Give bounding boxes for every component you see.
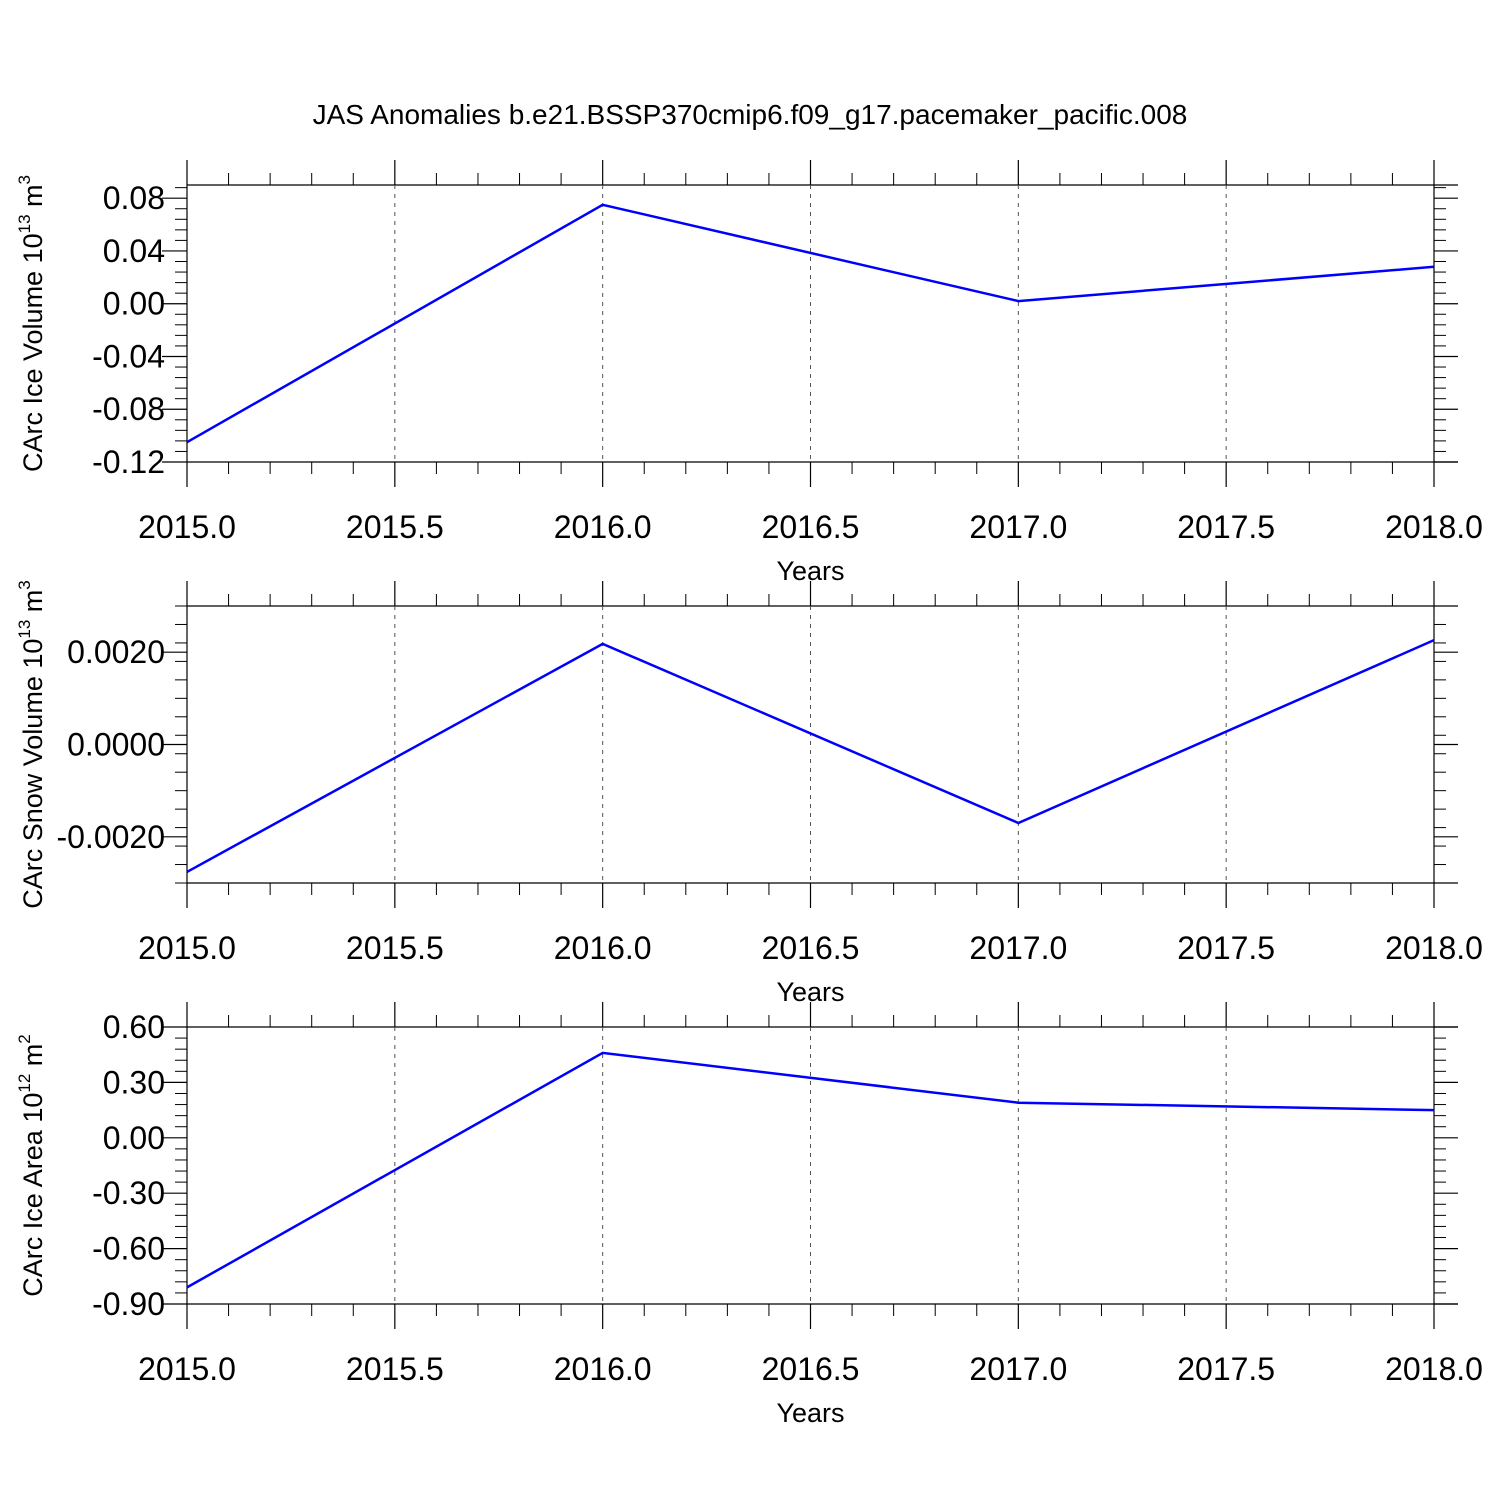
x-tick-label: 2017.5 <box>1177 930 1275 966</box>
y-axis-label: CArc Ice Area 1012 m2 <box>15 1034 48 1297</box>
y-label-unit: m <box>18 1044 48 1074</box>
y-label-unit-exponent: 3 <box>15 175 34 184</box>
x-tick-label: 2015.5 <box>346 930 444 966</box>
x-tick-label: 2017.0 <box>969 509 1067 545</box>
y-label-text: CArc Ice Area 10 <box>18 1093 48 1297</box>
x-tick-label: 2016.5 <box>762 509 860 545</box>
y-tick-label: -0.0020 <box>56 819 165 855</box>
x-tick-label: 2018.0 <box>1385 509 1483 545</box>
x-tick-label: 2016.0 <box>554 509 652 545</box>
panel-1: 2015.0 2015.5 2016.0 2016.5 2017.0 2017.5 2018… <box>15 160 1483 586</box>
x-axis-label: Years <box>776 1398 844 1428</box>
x-tick-label: 2015.5 <box>346 1351 444 1387</box>
x-tick-label: 2015.0 <box>138 509 236 545</box>
y-label-text: CArc Ice Volume 10 <box>18 233 48 472</box>
y-tick-label: 0.00 <box>103 286 165 322</box>
x-tick-label: 2017.5 <box>1177 509 1275 545</box>
x-tick-label: 2015.5 <box>346 509 444 545</box>
y-label-unit: m <box>18 184 48 214</box>
y-tick-label: 0.08 <box>103 180 165 216</box>
x-tick-label: 2016.0 <box>554 1351 652 1387</box>
x-tick-label: 2018.0 <box>1385 930 1483 966</box>
figure-title: JAS Anomalies b.e21.BSSP370cmip6.f09_g17… <box>313 99 1188 130</box>
y-label-unit-exponent: 2 <box>15 1034 34 1043</box>
y-tick-label: -0.08 <box>92 391 165 427</box>
y-tick-label: -0.60 <box>92 1231 165 1267</box>
y-label-exponent: 12 <box>15 1074 34 1093</box>
series-line-1 <box>186 1051 1435 1289</box>
y-label-text: CArc Snow Volume 10 <box>18 639 48 909</box>
x-tick-label: 2016.0 <box>554 930 652 966</box>
y-tick-label: -0.90 <box>92 1286 165 1322</box>
y-tick-label: 0.30 <box>103 1064 165 1100</box>
series-line-1 <box>186 639 1435 874</box>
y-tick-label: -0.04 <box>92 338 165 374</box>
y-tick-label: 0.04 <box>103 233 165 269</box>
x-tick-label: 2015.0 <box>138 930 236 966</box>
y-label-unit-exponent: 3 <box>15 580 34 589</box>
x-tick-label: 2016.5 <box>762 930 860 966</box>
y-tick-label: 0.0000 <box>67 727 165 763</box>
y-tick-label: 0.00 <box>103 1120 165 1156</box>
y-label-exponent: 13 <box>15 620 34 639</box>
x-tick-label: 2018.0 <box>1385 1351 1483 1387</box>
x-tick-label: 2017.0 <box>969 1351 1067 1387</box>
y-tick-label: -0.12 <box>92 444 165 480</box>
y-label-exponent: 13 <box>15 214 34 233</box>
y-label-unit: m <box>18 590 48 620</box>
panel-3: 2015.0 2015.5 2016.0 2016.5 2017.0 2017.5 2018… <box>15 1002 1483 1428</box>
y-tick-label: 0.0020 <box>67 634 165 670</box>
series-line-1 <box>186 203 1435 444</box>
y-axis-label: CArc Ice Volume 1013 m3 <box>15 175 48 472</box>
x-tick-label: 2016.5 <box>762 1351 860 1387</box>
y-tick-label: -0.30 <box>92 1175 165 1211</box>
x-tick-label: 2015.0 <box>138 1351 236 1387</box>
panel-2: 2015.0 2015.5 2016.0 2016.5 2017.0 2017.5 2018… <box>15 580 1483 1007</box>
x-tick-label: 2017.5 <box>1177 1351 1275 1387</box>
panels: 2015.0 2015.5 2016.0 2016.5 2017.0 2017.5 2018… <box>15 160 1483 1428</box>
y-tick-label: 0.60 <box>103 1009 165 1045</box>
y-axis-label: CArc Snow Volume 1013 m3 <box>15 580 48 909</box>
x-tick-label: 2017.0 <box>969 930 1067 966</box>
